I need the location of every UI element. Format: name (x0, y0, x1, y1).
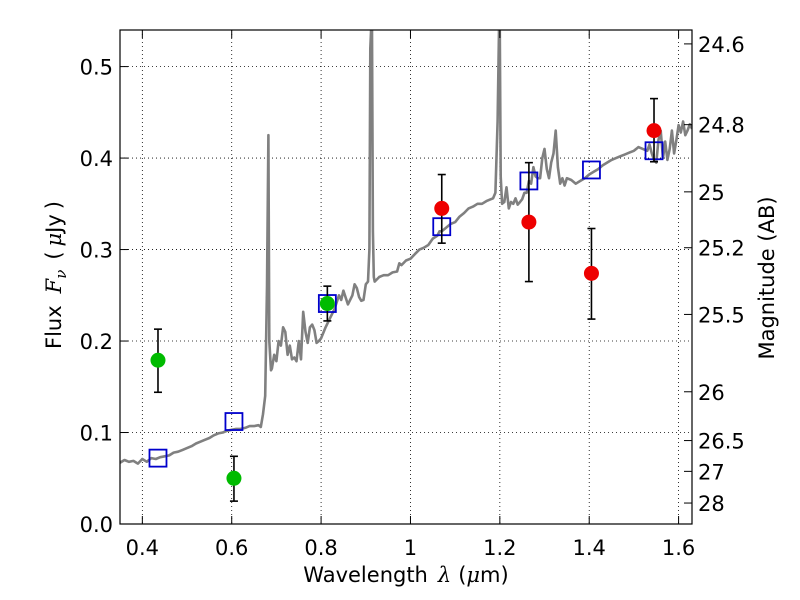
y-tick-label: 0.2 (80, 330, 113, 354)
y-tick-label: 0.5 (80, 56, 113, 80)
x-tick-label: 0.4 (126, 536, 159, 560)
y2-tick-labels: 24.6 24.8 25 25.2 25.5 26 26.5 27 28 (698, 33, 745, 516)
plot-frame (119, 29, 693, 525)
y-axis-label: FluxFν(μJy) (42, 201, 70, 349)
y2-tick-label: 26.5 (698, 430, 745, 454)
y2-tick-label: 28 (698, 492, 725, 516)
model-flux-square (148, 448, 168, 468)
y-tick-labels: 0.0 0.1 0.2 0.3 0.4 0.5 (80, 56, 113, 537)
photometry-point (434, 200, 450, 216)
photometry-point (646, 123, 662, 139)
grid-lines (120, 30, 692, 525)
y2-axis-label: Magnitude (AB) (755, 196, 779, 359)
model-flux-square (582, 160, 601, 180)
x-tick-label: 0.6 (215, 536, 248, 560)
y2-tick-label: 25 (698, 181, 725, 205)
photometry-point (226, 470, 242, 486)
photometry-point (583, 265, 599, 281)
tick-marks (120, 30, 692, 525)
y-tick-label: 0.3 (80, 239, 113, 263)
spectrum-line (120, 30, 692, 465)
y2-tick-label: 25.2 (698, 237, 745, 261)
y-tick-label: 0.0 (80, 513, 113, 537)
y2-tick-label: 25.5 (698, 303, 745, 327)
y2-tick-label: 27 (698, 460, 725, 484)
x-axis-label: Wavelength λ (μm) (303, 563, 508, 587)
model-flux-square (224, 412, 244, 431)
photometry-point (150, 352, 166, 368)
y-tick-label: 0.4 (80, 147, 113, 171)
x-tick-label: 1 (404, 536, 417, 560)
photometry-point (319, 296, 335, 312)
x-tick-label: 0.8 (304, 536, 337, 560)
x-tick-label: 1.2 (483, 536, 516, 560)
x-tick-label: 1.6 (662, 536, 695, 560)
y2-tick-label: 24.6 (698, 33, 745, 57)
y2-tick-label: 26 (698, 381, 725, 405)
plot-data (120, 30, 692, 502)
photometry-point (521, 214, 537, 230)
x-tick-label: 1.4 (573, 536, 606, 560)
y2-tick-label: 24.8 (698, 114, 745, 138)
x-tick-labels: 0.4 0.6 0.8 1 1.2 1.4 1.6 (126, 536, 696, 560)
y-tick-label: 0.1 (80, 422, 113, 446)
